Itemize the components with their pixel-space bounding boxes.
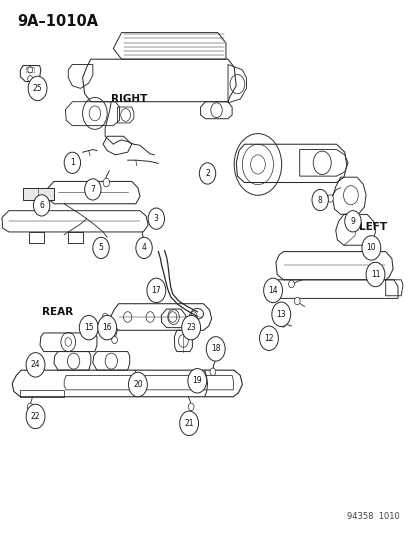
Text: 17: 17	[151, 286, 161, 295]
Text: 1: 1	[70, 158, 75, 167]
Text: 94358  1010: 94358 1010	[346, 512, 399, 521]
Circle shape	[179, 411, 198, 435]
Text: RIGHT: RIGHT	[111, 94, 147, 104]
Circle shape	[188, 403, 194, 410]
Circle shape	[181, 316, 200, 340]
Text: 8: 8	[317, 196, 322, 205]
Circle shape	[28, 76, 47, 101]
Circle shape	[112, 336, 117, 344]
Circle shape	[327, 195, 332, 202]
Text: 11: 11	[370, 270, 379, 279]
Circle shape	[102, 313, 108, 321]
Text: 21: 21	[184, 419, 193, 428]
Text: 5: 5	[98, 244, 103, 253]
Text: REAR: REAR	[42, 306, 73, 317]
Text: 22: 22	[31, 412, 40, 421]
Circle shape	[188, 368, 206, 393]
Circle shape	[365, 262, 384, 287]
Text: LEFT: LEFT	[358, 222, 386, 232]
Circle shape	[271, 302, 290, 327]
Circle shape	[311, 189, 328, 211]
Text: 23: 23	[186, 323, 195, 332]
Circle shape	[361, 236, 380, 260]
Text: 14: 14	[268, 286, 277, 295]
Circle shape	[259, 326, 278, 351]
Circle shape	[84, 179, 101, 200]
Text: 3: 3	[154, 214, 159, 223]
Text: 13: 13	[276, 310, 285, 319]
Circle shape	[26, 404, 45, 429]
Text: 18: 18	[211, 344, 220, 353]
Circle shape	[135, 237, 152, 259]
Text: 9A–1010A: 9A–1010A	[17, 14, 98, 29]
Polygon shape	[23, 188, 54, 200]
Text: 25: 25	[33, 84, 42, 93]
Text: 9: 9	[350, 217, 354, 226]
Circle shape	[288, 280, 294, 288]
Circle shape	[93, 237, 109, 259]
Text: 12: 12	[263, 334, 273, 343]
Circle shape	[135, 378, 141, 386]
Circle shape	[280, 320, 285, 327]
Circle shape	[33, 195, 50, 216]
Circle shape	[64, 152, 81, 173]
Circle shape	[294, 297, 299, 305]
Circle shape	[103, 178, 109, 187]
Circle shape	[206, 337, 225, 361]
Circle shape	[27, 403, 33, 410]
Text: 24: 24	[31, 360, 40, 369]
Circle shape	[141, 247, 148, 256]
Text: 4: 4	[141, 244, 146, 253]
Circle shape	[147, 278, 165, 303]
Circle shape	[26, 353, 45, 377]
Circle shape	[97, 316, 116, 340]
Circle shape	[128, 372, 147, 397]
Text: 19: 19	[192, 376, 202, 385]
Text: 7: 7	[90, 185, 95, 194]
Text: 2: 2	[205, 169, 209, 178]
Circle shape	[148, 208, 164, 229]
Circle shape	[263, 278, 282, 303]
Text: 6: 6	[39, 201, 44, 210]
Text: 10: 10	[366, 244, 375, 253]
Text: 15: 15	[84, 323, 93, 332]
Circle shape	[209, 368, 215, 375]
Circle shape	[79, 316, 98, 340]
Text: 20: 20	[133, 380, 142, 389]
Text: 16: 16	[102, 323, 112, 332]
Circle shape	[199, 163, 215, 184]
Circle shape	[344, 211, 360, 232]
